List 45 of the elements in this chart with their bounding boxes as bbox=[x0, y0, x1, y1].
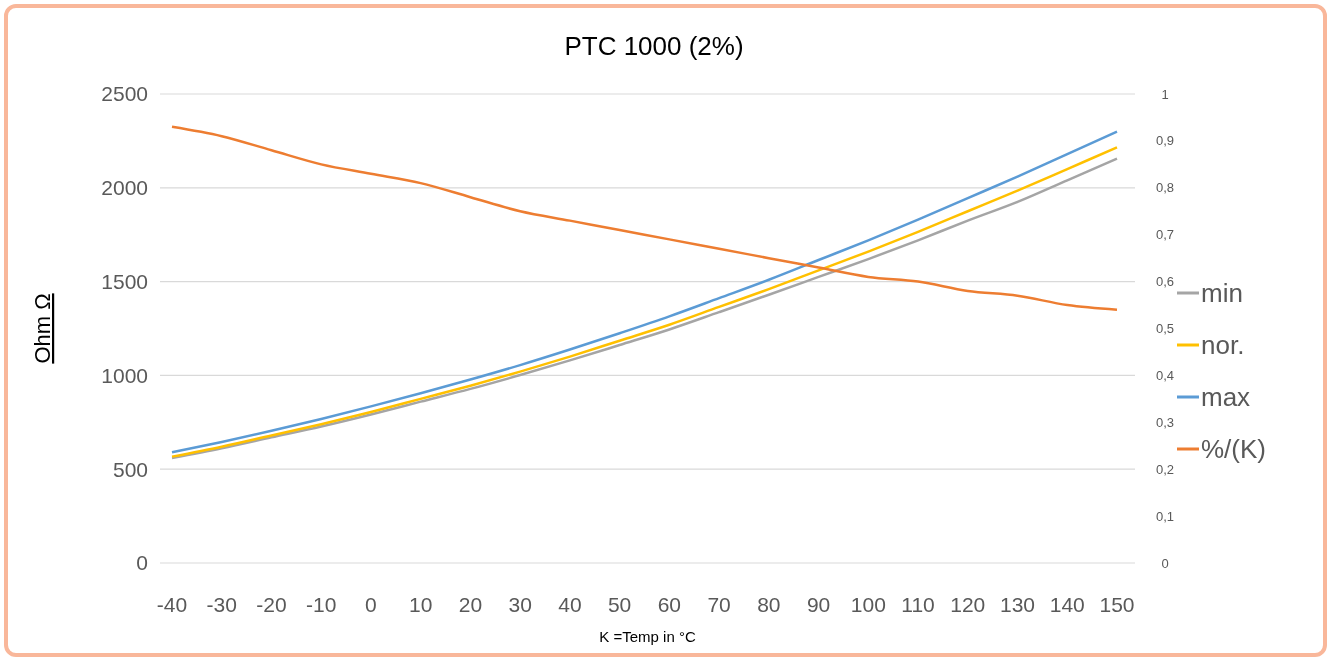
x-tick-label: -10 bbox=[306, 593, 337, 616]
x-tick-label: 30 bbox=[508, 593, 532, 616]
x-tick-label: 20 bbox=[458, 593, 483, 616]
x-tick-label: 130 bbox=[1000, 593, 1036, 616]
y-axis-title: Ohm Ω bbox=[30, 293, 55, 364]
y2-tick-label: 0,4 bbox=[1155, 367, 1175, 383]
x-tick-label: 0 bbox=[365, 593, 377, 616]
x-tick-label: 140 bbox=[1049, 593, 1085, 616]
x-tick-label: 90 bbox=[806, 593, 831, 616]
legend-label: %/(K) bbox=[1201, 434, 1266, 465]
y-tick-label: 2000 bbox=[101, 176, 148, 200]
legend-label: min bbox=[1201, 278, 1243, 309]
x-tick-label: 40 bbox=[558, 593, 582, 616]
y2-tick-label: 0,8 bbox=[1155, 180, 1175, 196]
y-tick-label: 2500 bbox=[101, 82, 148, 106]
y2-tick-label: 0,2 bbox=[1155, 461, 1175, 477]
x-tick-label: -40 bbox=[156, 593, 188, 616]
y2-tick-label: 0 bbox=[1161, 555, 1169, 571]
x-tick-label: -30 bbox=[206, 593, 237, 616]
x-tick-label: 80 bbox=[757, 593, 781, 616]
y-tick-label: 0 bbox=[136, 551, 148, 575]
y2-tick-label: 0,3 bbox=[1155, 414, 1175, 430]
x-tick-label: 60 bbox=[657, 593, 682, 616]
y2-tick-label: 0,1 bbox=[1155, 508, 1175, 524]
line-series bbox=[170, 125, 1119, 311]
x-tick-label: 120 bbox=[950, 593, 986, 616]
x-tick-label: 10 bbox=[409, 593, 433, 616]
y2-tick-label: 0,6 bbox=[1155, 274, 1175, 290]
x-axis-title: K =Temp in °C bbox=[599, 628, 696, 645]
x-tick-label: 110 bbox=[901, 593, 935, 616]
y-tick-label: 1500 bbox=[101, 269, 148, 293]
x-tick-label: 100 bbox=[850, 593, 886, 616]
y2-tick-label: 1 bbox=[1161, 86, 1169, 102]
x-tick-label: 50 bbox=[607, 593, 632, 616]
x-tick-label: 150 bbox=[1099, 593, 1135, 616]
y-tick-label: 1000 bbox=[101, 363, 148, 387]
y-tick-label: 500 bbox=[112, 457, 148, 481]
x-tick-label: -20 bbox=[256, 593, 287, 616]
y2-tick-label: 0,5 bbox=[1155, 321, 1175, 337]
legend-label: max bbox=[1201, 382, 1251, 413]
chart-title: PTC 1000 (2%) bbox=[564, 31, 744, 61]
x-tick-label: 70 bbox=[707, 593, 731, 616]
y2-tick-label: 0,7 bbox=[1155, 227, 1175, 243]
y2-tick-label: 0,9 bbox=[1155, 133, 1175, 149]
legend-label: nor. bbox=[1201, 330, 1245, 361]
